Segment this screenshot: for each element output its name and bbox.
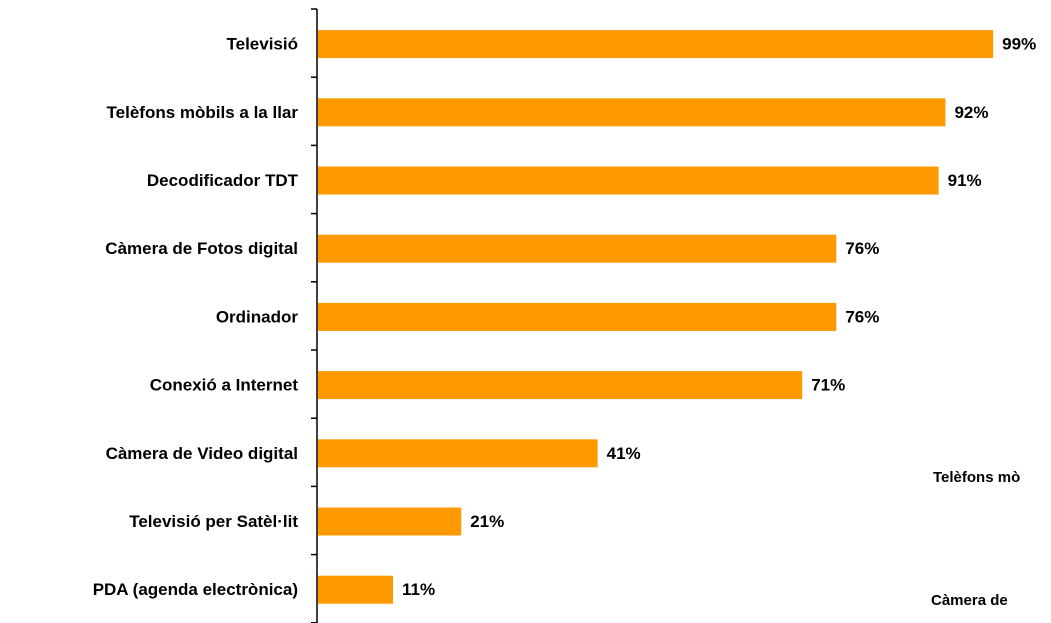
- value-label: 91%: [948, 171, 982, 190]
- stray-label-2: Càmera de: [931, 592, 1008, 609]
- value-labels: 99% 92% 91% 76% 76% 71% 41% 21% 11%: [402, 35, 1036, 600]
- category-label: Càmera de Fotos digital: [105, 239, 298, 258]
- bar: [318, 302, 837, 331]
- bar: [318, 234, 837, 263]
- category-label: Ordinador: [216, 307, 299, 326]
- value-label: 71%: [811, 376, 845, 395]
- category-label: Conexió a Internet: [150, 376, 299, 395]
- bar: [318, 371, 803, 400]
- bar: [318, 30, 994, 59]
- bar: [318, 507, 462, 536]
- category-label: Decodificador TDT: [147, 171, 299, 190]
- value-label: 41%: [607, 444, 641, 463]
- category-labels: Televisió Telèfons mòbils a la llar Decodi…: [93, 35, 299, 600]
- category-label: Televisió per Satèl·lit: [129, 512, 298, 531]
- value-label: 76%: [845, 307, 879, 326]
- value-label: 21%: [470, 512, 504, 531]
- value-label: 92%: [954, 103, 988, 122]
- y-axis: [311, 8, 318, 623]
- category-label: PDA (agenda electrònica): [93, 580, 298, 599]
- value-label: 99%: [1002, 35, 1036, 54]
- category-label: Televisió: [227, 35, 299, 54]
- stray-label-1: Telèfons mò: [933, 469, 1020, 486]
- bar: [318, 575, 394, 604]
- bar: [318, 439, 598, 468]
- value-label: 11%: [402, 580, 435, 599]
- bars-group: [318, 30, 994, 604]
- category-label: Càmera de Video digital: [106, 444, 298, 463]
- bar: [318, 98, 946, 127]
- bar: [318, 166, 939, 195]
- value-label: 76%: [845, 239, 879, 258]
- category-label: Telèfons mòbils a la llar: [107, 103, 299, 122]
